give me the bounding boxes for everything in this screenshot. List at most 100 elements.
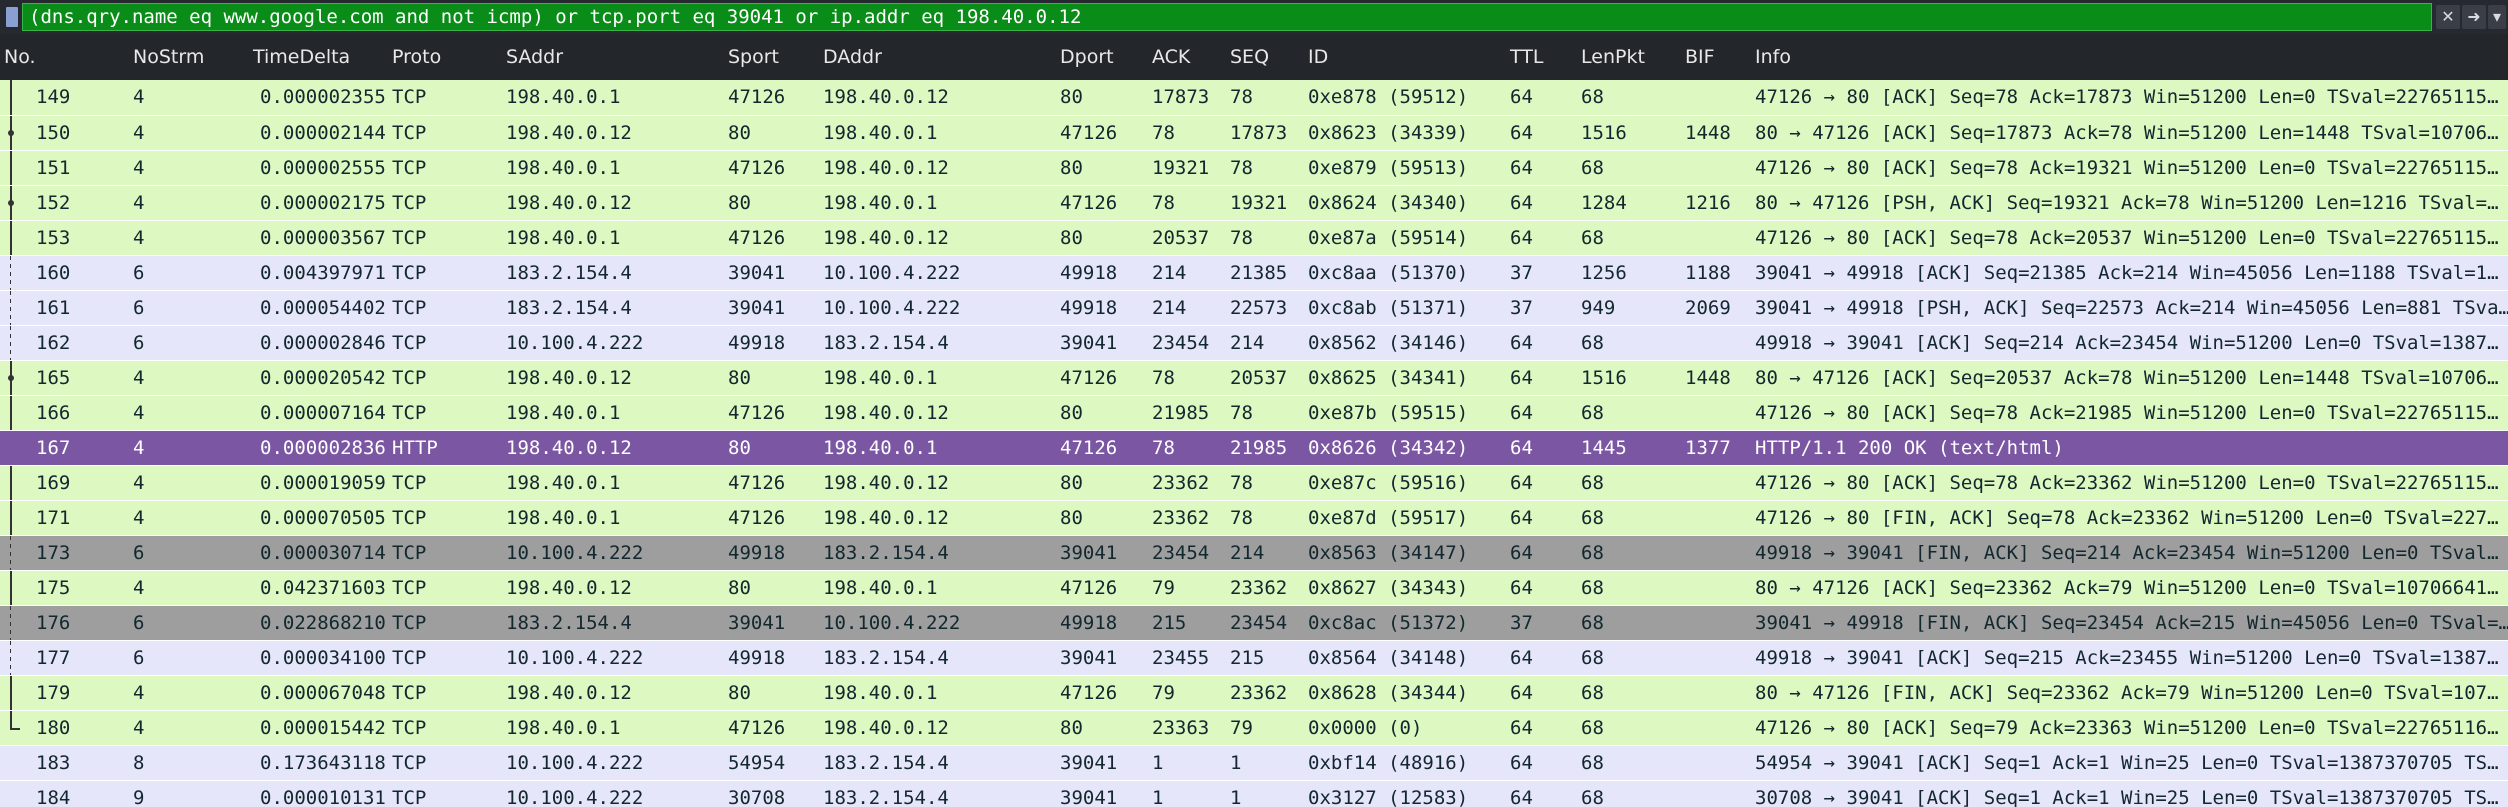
packet-row[interactable]: 176 6 0.022868210 TCP 183.2.154.4 39041 10.100… (0, 605, 2508, 640)
packet-row[interactable]: 177 6 0.000034100 TCP 10.100.4.222 49918 183.2… (0, 640, 2508, 675)
header-col-stream[interactable]: NoStrm (133, 46, 205, 68)
packet-row[interactable]: 175 4 0.042371603 TCP 198.40.0.12 80 198.40.0.… (0, 570, 2508, 605)
header-col-dst-addr[interactable]: DAddr (823, 46, 882, 68)
packet-row[interactable]: 166 4 0.000007164 TCP 198.40.0.1 47126 198.40.… (0, 395, 2508, 430)
packet-row[interactable]: 160 6 0.004397971 TCP 183.2.154.4 39041 10.100… (0, 255, 2508, 290)
cell-len-pkt: 68 (1581, 332, 1604, 354)
cell-time-delta: 0.000002175 (260, 192, 386, 214)
cell-dst-port: 47126 (1060, 367, 1118, 389)
related-packet-marker (8, 116, 14, 150)
cell-id: 0xe87c (59516) (1308, 472, 1469, 494)
cell-no: 175 (36, 577, 71, 599)
cell-seq: 78 (1230, 402, 1253, 424)
packet-row[interactable]: 152 4 0.000002175 TCP 198.40.0.12 80 198.40.0.… (0, 185, 2508, 220)
cell-dst-addr: 183.2.154.4 (823, 647, 949, 669)
header-col-bif[interactable]: BIF (1685, 46, 1715, 68)
cell-ack: 1 (1152, 752, 1164, 774)
cell-src-port: 80 (728, 122, 751, 144)
cell-dst-port: 39041 (1060, 542, 1118, 564)
header-col-ack[interactable]: ACK (1152, 46, 1191, 68)
display-filter-input[interactable]: (dns.qry.name eq www.google.com and not … (22, 3, 2432, 31)
packet-row[interactable]: 161 6 0.000054402 TCP 183.2.154.4 39041 10.100… (0, 290, 2508, 325)
packet-row[interactable]: 184 9 0.000010131 TCP 10.100.4.222 30708 183.2… (0, 780, 2508, 807)
cell-proto: TCP (392, 157, 427, 179)
header-col-seq[interactable]: SEQ (1230, 46, 1270, 68)
packet-row[interactable]: 151 4 0.000002555 TCP 198.40.0.1 47126 198.40.… (0, 150, 2508, 185)
packet-row[interactable]: 169 4 0.000019059 TCP 198.40.0.1 47126 198.40.… (0, 465, 2508, 500)
header-col-id[interactable]: ID (1308, 46, 1329, 68)
cell-src-port: 30708 (728, 787, 786, 807)
packet-row[interactable]: 183 8 0.173643118 TCP 10.100.4.222 54954 183.2… (0, 745, 2508, 780)
header-col-dst-port[interactable]: Dport (1060, 46, 1114, 68)
cell-src-port: 80 (728, 367, 751, 389)
header-col-time-delta[interactable]: TimeDelta (253, 46, 351, 68)
cell-ack: 78 (1152, 192, 1175, 214)
packet-row[interactable]: 173 6 0.000030714 TCP 10.100.4.222 49918 183.2… (0, 535, 2508, 570)
cell-dst-addr: 183.2.154.4 (823, 752, 949, 774)
cell-info: 80 → 47126 [ACK] Seq=17873 Ack=78 Win=51… (1755, 122, 2499, 144)
packet-row[interactable]: 171 4 0.000070505 TCP 198.40.0.1 47126 198.40.… (0, 500, 2508, 535)
header-col-proto[interactable]: Proto (392, 46, 442, 68)
header-col-info[interactable]: Info (1755, 46, 1791, 68)
cell-dst-addr: 198.40.0.1 (823, 367, 938, 389)
cell-src-addr: 198.40.0.12 (506, 192, 632, 214)
cell-info: 47126 → 80 [ACK] Seq=79 Ack=23363 Win=51… (1755, 717, 2499, 739)
cell-dst-port: 47126 (1060, 192, 1118, 214)
cell-ack: 79 (1152, 577, 1175, 599)
packet-row[interactable]: 153 4 0.000003567 TCP 198.40.0.1 47126 198.40.… (0, 220, 2508, 255)
cell-ttl: 64 (1510, 472, 1533, 494)
cell-dst-addr: 198.40.0.12 (823, 402, 949, 424)
cell-seq: 78 (1230, 157, 1253, 179)
cell-ttl: 64 (1510, 577, 1533, 599)
cell-len-pkt: 68 (1581, 752, 1604, 774)
related-packet-marker (10, 606, 11, 640)
cell-len-pkt: 1256 (1581, 262, 1627, 284)
cell-no: 165 (36, 367, 71, 389)
cell-id: 0xc8ac (51372) (1308, 612, 1469, 634)
cell-bif (1685, 746, 1750, 780)
cell-dst-port: 49918 (1060, 612, 1118, 634)
cell-info: 54954 → 39041 [ACK] Seq=1 Ack=1 Win=25 L… (1755, 752, 2499, 774)
packet-list[interactable]: 149 4 0.000002355 TCP 198.40.0.1 47126 198.40.… (0, 80, 2508, 807)
packet-row-selected[interactable]: 167 4 0.000002836 HTTP 198.40.0.12 80 198.40.0… (0, 430, 2508, 465)
filter-expression-text[interactable]: (dns.qry.name eq www.google.com and not … (29, 6, 1082, 28)
cell-stream: 4 (133, 402, 145, 424)
header-col-len-pkt[interactable]: LenPkt (1581, 46, 1645, 68)
close-icon[interactable]: ✕ (2436, 5, 2460, 29)
cell-info: 80 → 47126 [FIN, ACK] Seq=23362 Ack=79 W… (1755, 682, 2499, 704)
cell-no: 152 (36, 192, 71, 214)
bookmark-icon[interactable] (6, 7, 18, 27)
cell-stream: 4 (133, 577, 145, 599)
packet-row[interactable]: 180 4 0.000015442 TCP 198.40.0.1 47126 198.40.… (0, 710, 2508, 745)
cell-ack: 17873 (1152, 86, 1210, 108)
cell-id: 0xbf14 (48916) (1308, 752, 1469, 774)
cell-proto: TCP (392, 367, 427, 389)
header-col-no[interactable]: No. (4, 46, 36, 68)
packet-row[interactable]: 162 6 0.000002846 TCP 10.100.4.222 49918 183.2… (0, 325, 2508, 360)
packet-row[interactable]: 165 4 0.000020542 TCP 198.40.0.12 80 198.40.0.… (0, 360, 2508, 395)
arrow-right-icon[interactable]: ➜ (2462, 5, 2486, 29)
cell-src-port: 47126 (728, 157, 786, 179)
related-packet-marker (10, 396, 12, 430)
packet-row[interactable]: 149 4 0.000002355 TCP 198.40.0.1 47126 198.40.… (0, 80, 2508, 115)
cell-proto: TCP (392, 472, 427, 494)
packet-row[interactable]: 179 4 0.000067048 TCP 198.40.0.12 80 198.40.0.… (0, 675, 2508, 710)
related-packet-marker (10, 221, 12, 255)
header-col-src-addr[interactable]: SAddr (506, 46, 564, 68)
cell-no: 162 (36, 332, 71, 354)
cell-seq: 1 (1230, 752, 1242, 774)
header-col-src-port[interactable]: Sport (728, 46, 780, 68)
cell-len-pkt: 68 (1581, 402, 1604, 424)
packet-row[interactable]: 150 4 0.000002144 TCP 198.40.0.12 80 198.40.0.… (0, 115, 2508, 150)
cell-seq: 78 (1230, 507, 1253, 529)
cell-time-delta: 0.022868210 (260, 612, 386, 634)
cell-len-pkt: 68 (1581, 787, 1604, 807)
header-col-ttl[interactable]: TTL (1510, 46, 1544, 68)
cell-src-port: 39041 (728, 262, 786, 284)
cell-proto: TCP (392, 122, 427, 144)
cell-src-port: 80 (728, 577, 751, 599)
chevron-down-icon[interactable]: ▾ (2488, 5, 2506, 29)
cell-no: 167 (36, 437, 71, 459)
cell-info: 47126 → 80 [FIN, ACK] Seq=78 Ack=23362 W… (1755, 507, 2499, 529)
cell-no: 151 (36, 157, 71, 179)
